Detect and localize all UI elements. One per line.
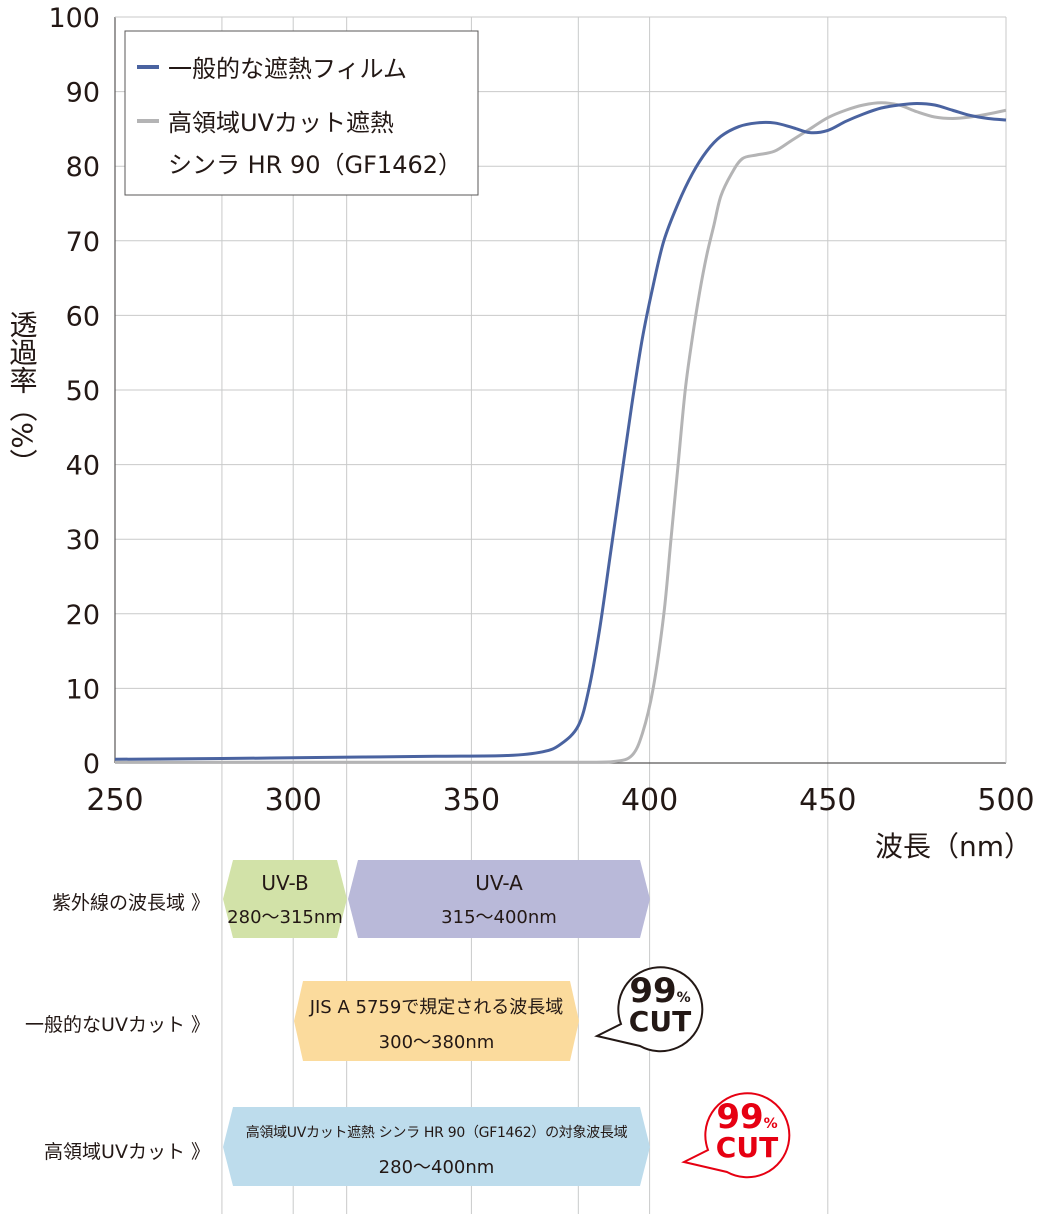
uv-range-row-label: 紫外線の波長域 》 xyxy=(51,892,210,914)
uvb-range: 280～315nm xyxy=(227,907,343,928)
legend-label-high-line2: シンラ HR 90（GF1462） xyxy=(168,151,462,179)
series-lines xyxy=(114,101,1007,764)
y-tick-label: 20 xyxy=(66,600,100,631)
y-tick-label: 60 xyxy=(66,301,100,332)
legend-label-high: 高領域UVカット遮熱 xyxy=(168,109,394,137)
jis-band xyxy=(294,981,579,1061)
high-title: 高領域UVカット遮熱 シンラ HR 90（GF1462）の対象波長域 xyxy=(245,1125,628,1141)
x-tick-label: 350 xyxy=(443,783,500,818)
y-tick-label: 10 xyxy=(66,674,100,705)
uvb-band xyxy=(223,860,347,938)
x-tick-label: 300 xyxy=(265,783,322,818)
high-badge-cut: CUT xyxy=(715,1131,779,1164)
jis-title: JIS A 5759で規定される波長域 xyxy=(309,997,564,1018)
y-tick-label: 90 xyxy=(66,78,100,109)
high-band xyxy=(223,1107,650,1186)
uva-title: UV-A xyxy=(475,871,523,895)
y-tick-label: 100 xyxy=(48,3,100,34)
high-badge-bubble xyxy=(681,1092,791,1179)
jis-range: 300～380nm xyxy=(378,1032,495,1053)
y-tick-label: 70 xyxy=(66,227,100,258)
x-tick-label: 250 xyxy=(86,783,143,818)
y-tick-label: 30 xyxy=(66,525,100,556)
y-tick-label: 40 xyxy=(66,451,100,482)
general-cut-badge xyxy=(594,966,704,1053)
high-badge-unit: % xyxy=(763,1116,778,1132)
high-cut-badge xyxy=(681,1092,791,1179)
uva-range: 315～400nm xyxy=(441,907,557,928)
uva-band xyxy=(348,860,650,938)
series-line-general xyxy=(114,102,1007,761)
y-tick-label: 80 xyxy=(66,152,100,183)
tick-labels: 0 10 20 30 40 50 60 70 80 90 100 250 300 350 400 450 500 xyxy=(48,3,1034,818)
x-tick-label: 450 xyxy=(799,783,856,818)
x-tick-label: 500 xyxy=(977,783,1034,818)
general-badge-unit: % xyxy=(676,990,691,1006)
svg-text:透過率（%）: 透過率（%） xyxy=(6,310,39,477)
high-range: 280～400nm xyxy=(378,1157,495,1178)
y-axis-label: 透過率（%） xyxy=(6,310,39,477)
general-badge-cut: CUT xyxy=(628,1005,692,1038)
x-tick-label: 400 xyxy=(621,783,678,818)
uv-bands xyxy=(223,860,650,1186)
general-uv-cut-row-label: 一般的なUVカット 》 xyxy=(25,1014,210,1036)
x-axis-label: 波長（nm） xyxy=(875,830,1032,863)
legend-box xyxy=(124,30,479,196)
high-badge-value: 99 xyxy=(716,1097,764,1137)
high-badge-text: 99% CUT xyxy=(699,1100,795,1162)
legend-label-general: 一般的な遮熱フィルム xyxy=(168,55,407,83)
general-badge-text: 99% CUT xyxy=(612,974,708,1036)
y-tick-label: 0 xyxy=(83,749,100,780)
y-tick-label: 50 xyxy=(66,376,100,407)
general-badge-value: 99 xyxy=(629,971,677,1011)
uvb-title: UV-B xyxy=(261,871,309,895)
high-uv-cut-row-label: 高領域UVカット 》 xyxy=(44,1141,210,1163)
general-badge-bubble xyxy=(594,966,704,1053)
legend: 一般的な遮熱フィルム 高領域UVカット遮熱 シンラ HR 90（GF1462） xyxy=(124,30,479,196)
